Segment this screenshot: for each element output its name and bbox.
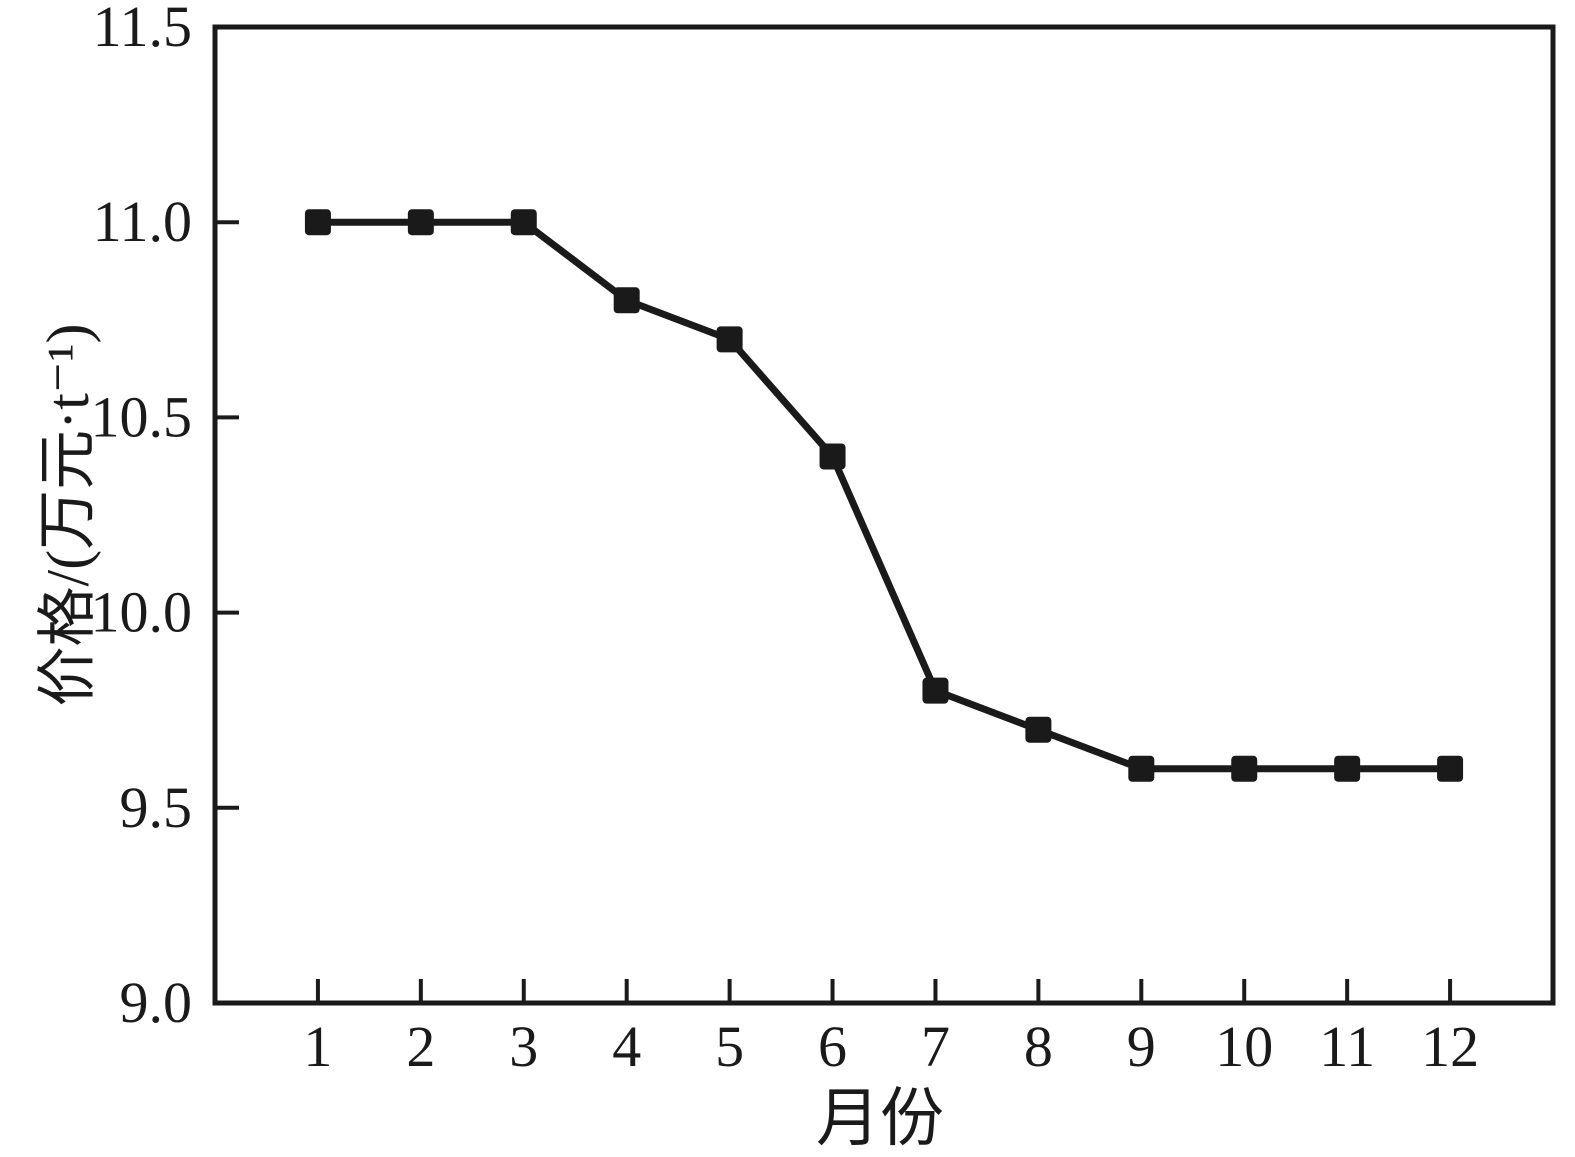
y-tick-label: 11.0 bbox=[93, 189, 192, 254]
data-point-month-2 bbox=[407, 209, 434, 236]
data-point-month-11 bbox=[1334, 755, 1361, 782]
data-point-month-1 bbox=[304, 209, 331, 236]
data-point-month-9 bbox=[1128, 755, 1155, 782]
data-point-month-7 bbox=[922, 677, 949, 704]
data-point-month-3 bbox=[510, 209, 537, 236]
x-tick-label: 8 bbox=[1024, 1014, 1053, 1079]
x-tick-label: 11 bbox=[1319, 1014, 1375, 1079]
x-tick-label: 12 bbox=[1421, 1014, 1479, 1079]
x-tick-label: 2 bbox=[406, 1014, 435, 1079]
data-point-month-12 bbox=[1437, 755, 1464, 782]
data-point-month-10 bbox=[1231, 755, 1258, 782]
x-tick-label: 1 bbox=[303, 1014, 332, 1079]
x-tick-label: 5 bbox=[715, 1014, 744, 1079]
plot-border bbox=[212, 24, 1556, 1006]
x-axis-title: 月份 bbox=[816, 1083, 944, 1154]
y-tick-label: 10.0 bbox=[91, 580, 193, 645]
x-tick-label: 4 bbox=[612, 1014, 641, 1079]
y-tick-label: 11.5 bbox=[93, 0, 192, 59]
plot-area: 9.09.510.010.511.011.51 2 3 4 5 6 7 8 9 10 11 12 bbox=[91, 0, 1556, 1079]
y-axis-title: 价格/(万元·t⁻¹) bbox=[35, 324, 101, 707]
y-tick-label: 10.5 bbox=[91, 384, 193, 449]
y-tick-label: 9.5 bbox=[120, 775, 193, 840]
y-tick-label: 9.0 bbox=[120, 970, 193, 1035]
data-point-month-6 bbox=[819, 443, 846, 470]
data-point-month-4 bbox=[613, 287, 640, 314]
x-tick-label: 10 bbox=[1215, 1014, 1273, 1079]
x-tick-label: 6 bbox=[818, 1014, 847, 1079]
data-point-month-5 bbox=[716, 326, 743, 353]
x-tick-label: 7 bbox=[921, 1014, 950, 1079]
price-series-line bbox=[317, 218, 1451, 773]
x-tick-label: 9 bbox=[1127, 1014, 1156, 1079]
x-tick-label: 3 bbox=[509, 1014, 538, 1079]
data-point-month-8 bbox=[1025, 716, 1052, 743]
